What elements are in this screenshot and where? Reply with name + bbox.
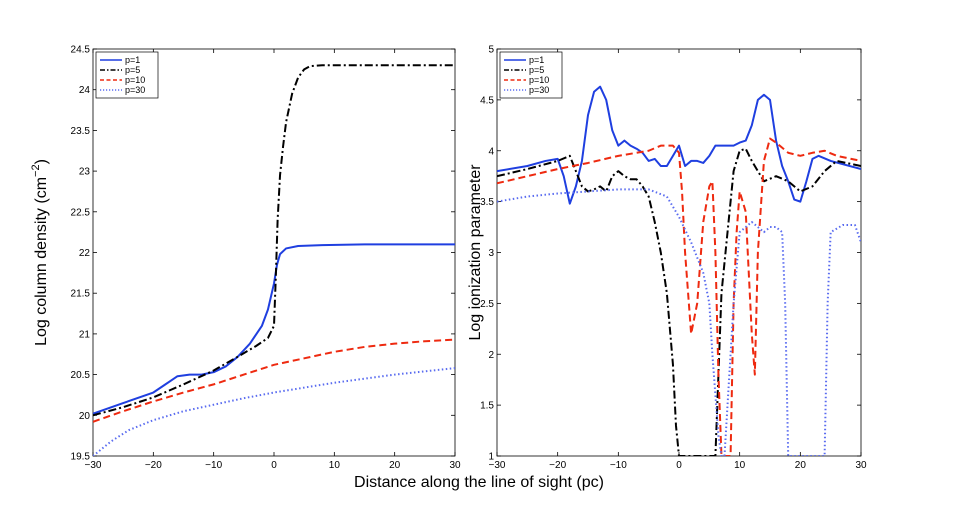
series-line-p-5	[93, 64, 455, 417]
y-tick-label: 2.5	[480, 299, 494, 310]
y-tick-label: 22	[79, 248, 91, 259]
series-line-p-30	[93, 367, 455, 456]
series-group	[93, 64, 455, 456]
legend-label: p=5	[125, 65, 140, 75]
y-tick-label: 24.5	[71, 45, 91, 56]
y-tick-label: 1	[488, 452, 494, 463]
y-tick-label: 20	[79, 411, 91, 422]
y-tick-label: 21.5	[71, 289, 91, 300]
y-axis-label-text: Log ionization parameter	[467, 164, 484, 341]
legend-label: p=5	[529, 65, 544, 75]
series-line-p-1	[93, 243, 455, 415]
x-tick-label: 20	[795, 460, 807, 471]
column-density-panel: −30 −20 −10 0 10 20 30 19.5 20 20.5 21 21.5 22 22.5 23…	[30, 45, 461, 472]
y-tick-label: 5	[488, 45, 494, 56]
y-axis-label-close: )	[33, 159, 50, 164]
shared-x-axis-label: Distance along the line of sight (pc)	[354, 474, 604, 491]
y-axis-label-text: Log column density (cm	[33, 177, 50, 346]
legend-label: p=30	[125, 85, 145, 95]
y-tick-label: 23	[79, 167, 91, 178]
legend-label: p=10	[529, 75, 549, 85]
legend-label: p=30	[529, 85, 549, 95]
x-tick-label: 0	[271, 460, 277, 471]
y-axis-label: Log ionization parameter	[467, 164, 484, 341]
legend-label: p=1	[529, 55, 544, 65]
x-tick-label: −20	[145, 460, 162, 471]
x-tick-label: −20	[549, 460, 566, 471]
series-line-p-5	[497, 147, 861, 456]
x-tick-label: 10	[734, 460, 746, 471]
x-tick-label: 30	[855, 460, 867, 471]
x-tick-label: −10	[205, 460, 222, 471]
x-tick-label: −30	[85, 460, 102, 471]
y-tick-label: 3.5	[480, 197, 494, 208]
legend-label: p=10	[125, 75, 145, 85]
y-tick-label: 4.5	[480, 95, 494, 106]
legend: p=1p=5p=10p=30	[95, 51, 159, 99]
series-line-p-30	[497, 188, 861, 456]
y-tick-label: 24	[79, 85, 91, 96]
y-tick-label: 22.5	[71, 207, 91, 218]
legend: p=1p=5p=10p=30	[499, 51, 563, 99]
y-axis-label: Log column density (cm−2)	[30, 159, 50, 346]
x-tick-label: 0	[676, 460, 682, 471]
y-tick-label: 4	[488, 146, 494, 157]
y-tick-label: 21	[79, 329, 91, 340]
y-tick-label: 20.5	[71, 370, 91, 381]
x-tick-label: 10	[329, 460, 341, 471]
y-tick-label: 19.5	[71, 452, 91, 463]
plot-area-frame	[496, 48, 862, 457]
series-line-p-10	[497, 137, 861, 456]
ionization-parameter-panel: −30 −20 −10 0 10 20 30 1 1.5 2 2.5 3 3.5 4 4.5 5 Log ion…	[467, 45, 867, 472]
y-tick-label: 23.5	[71, 126, 91, 137]
series-line-p-10	[93, 338, 455, 423]
x-tick-label: −30	[489, 460, 506, 471]
y-tick-label: 2	[488, 350, 494, 361]
series-line-p-1	[497, 85, 861, 205]
y-tick-label: 1.5	[480, 401, 494, 412]
x-tick-label: 20	[389, 460, 401, 471]
series-group	[497, 85, 861, 456]
legend-label: p=1	[125, 55, 140, 65]
x-tick-label: −10	[610, 460, 627, 471]
y-axis-label-superscript: −2	[30, 164, 42, 177]
y-tick-label: 3	[488, 248, 494, 259]
x-tick-label: 30	[449, 460, 461, 471]
